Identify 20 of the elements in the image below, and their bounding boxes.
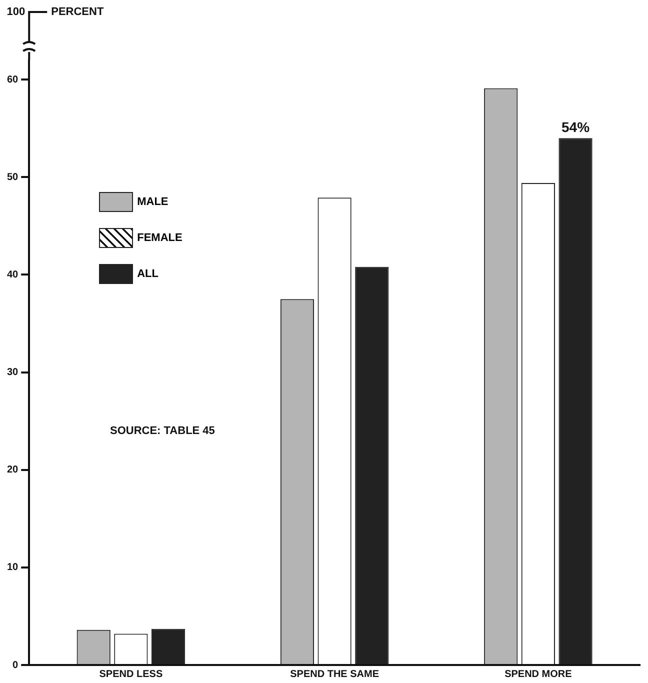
data-label: 54%: [562, 118, 590, 135]
y-axis-title: PERCENT: [51, 6, 104, 18]
y-tick-label: 60: [7, 74, 19, 86]
y-tick-label: 10: [7, 562, 19, 574]
annotation: SOURCE: TABLE 45: [110, 424, 215, 437]
y-tick-label: 0: [12, 660, 19, 671]
bar: [355, 266, 389, 664]
bar: [151, 628, 186, 664]
x-tick-label: SPEND LESS: [99, 668, 163, 680]
x-tick-label: SPEND THE SAME: [290, 668, 380, 680]
y-tick-label: 40: [7, 269, 19, 280]
y-tick-label: 50: [7, 172, 19, 183]
y-tick-label: 30: [7, 367, 19, 378]
legend-label: FEMALE: [137, 232, 182, 244]
x-tick-label: SPEND MORE: [504, 668, 572, 680]
y-tick-label: 20: [7, 464, 19, 476]
bar: [558, 138, 592, 664]
text: 100: [6, 6, 26, 18]
legend-label: ALL: [137, 268, 158, 280]
legend-label: MALE: [137, 196, 168, 208]
